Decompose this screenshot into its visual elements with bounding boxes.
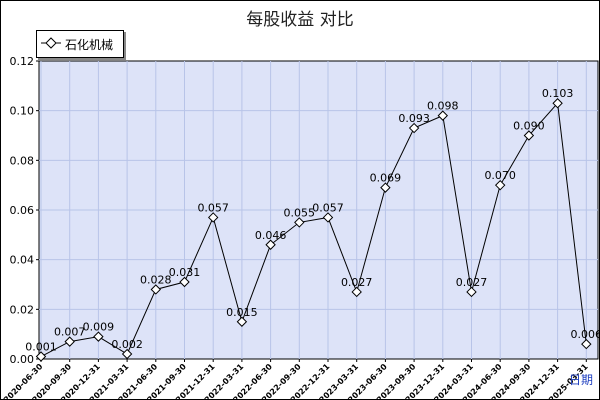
data-point xyxy=(437,110,449,121)
data-point xyxy=(150,284,162,295)
data-point xyxy=(408,122,420,134)
legend: 石化机械 xyxy=(36,30,124,58)
data-point xyxy=(466,286,477,298)
data-point xyxy=(207,212,219,223)
data-point xyxy=(552,98,563,109)
data-label: 0.031 xyxy=(169,266,201,279)
x-axis-title: 日期 xyxy=(569,373,593,387)
data-label: 0.009 xyxy=(83,321,115,334)
series-line xyxy=(40,102,587,357)
data-label: 0.069 xyxy=(370,172,402,185)
data-point xyxy=(581,338,592,350)
data-points xyxy=(35,98,592,362)
y-tick-label: 0.04 xyxy=(10,254,35,267)
y-tick-label: 0.10 xyxy=(10,105,35,118)
data-point xyxy=(322,212,334,223)
data-point xyxy=(179,276,190,288)
y-tick-label: 0.02 xyxy=(10,303,35,316)
data-label: 0.046 xyxy=(255,229,287,242)
data-label: 0.098 xyxy=(427,100,459,113)
data-label: 0.027 xyxy=(341,276,373,289)
data-point xyxy=(121,348,133,360)
x-axis-ticks: 2020-06-302020-09-302020-12-312021-03-31… xyxy=(2,359,590,399)
data-label: 0.070 xyxy=(484,169,516,182)
data-label: 0.006 xyxy=(571,328,599,341)
data-label: 0.103 xyxy=(542,87,574,100)
data-point xyxy=(35,351,47,362)
y-tick-label: 0.06 xyxy=(10,204,35,217)
data-label: 0.057 xyxy=(312,201,344,214)
data-label: 0.027 xyxy=(456,276,488,289)
data-point xyxy=(494,179,506,191)
data-point xyxy=(523,130,535,141)
y-axis-ticks: 0.00 0.02 0.04 0.06 0.08 0.10 0.12 xyxy=(10,55,39,366)
data-point xyxy=(93,331,104,342)
data-label: 0.057 xyxy=(197,201,229,214)
y-tick-label: 0.12 xyxy=(10,55,35,68)
data-point xyxy=(236,316,248,327)
data-point xyxy=(380,182,391,193)
data-label: 0.055 xyxy=(284,206,316,219)
data-point xyxy=(64,336,75,347)
y-tick-label: 0.00 xyxy=(10,353,35,366)
data-point xyxy=(351,286,362,298)
legend-label: 石化机械 xyxy=(65,38,114,52)
grid-lines xyxy=(39,61,598,359)
y-tick-label: 0.08 xyxy=(10,154,35,167)
data-label: 0.015 xyxy=(226,306,258,319)
legend-marker-icon xyxy=(41,37,61,49)
data-label: 0.028 xyxy=(140,273,172,286)
data-label: 0.007 xyxy=(54,326,86,339)
data-label: 0.001 xyxy=(25,341,57,354)
chart-title: 每股收益 对比 xyxy=(246,10,354,30)
data-label: 0.090 xyxy=(513,120,545,133)
data-label: 0.093 xyxy=(398,112,430,125)
data-point xyxy=(265,239,276,250)
data-label: 0.002 xyxy=(111,338,143,351)
data-point xyxy=(294,217,305,228)
